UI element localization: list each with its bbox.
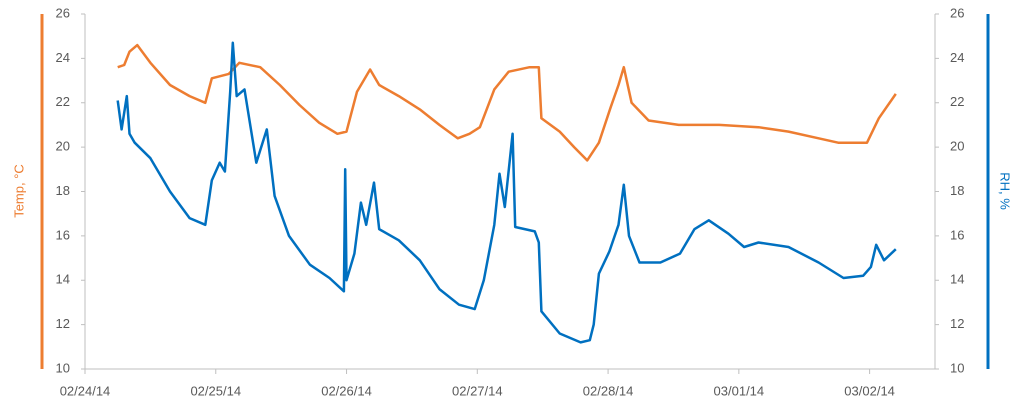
x-tick-label: 02/26/14 (321, 383, 372, 398)
x-tick-label: 02/27/14 (452, 383, 503, 398)
y-tick-label: 18 (56, 183, 70, 198)
y2-tick-label: 20 (950, 139, 964, 154)
y2-tick-label: 24 (950, 50, 964, 65)
x-tick-label: 03/01/14 (714, 383, 765, 398)
y2-tick-label: 14 (950, 272, 964, 287)
y2-tick-label: 26 (950, 5, 964, 20)
y-tick-label: 26 (56, 5, 70, 20)
y-tick-label: 14 (56, 272, 70, 287)
x-tick-label: 02/25/14 (190, 383, 241, 398)
y-tick-label: 24 (56, 50, 70, 65)
x-tick-label: 02/24/14 (60, 383, 111, 398)
y-tick-label: 22 (56, 94, 70, 109)
y2-axis-title: RH, % (998, 172, 1013, 210)
y2-tick-label: 16 (950, 227, 964, 242)
series-line (116, 41, 897, 344)
y-tick-label: 20 (56, 139, 70, 154)
x-tick-label: 03/02/14 (844, 383, 895, 398)
y-tick-label: 16 (56, 227, 70, 242)
y2-tick-label: 10 (950, 360, 964, 375)
y-tick-label: 12 (56, 316, 70, 331)
series-line (117, 43, 897, 162)
y2-tick-label: 18 (950, 183, 964, 198)
y2-tick-label: 22 (950, 94, 964, 109)
y2-tick-label: 12 (950, 316, 964, 331)
y-tick-label: 10 (56, 360, 70, 375)
x-tick-label: 02/28/14 (583, 383, 634, 398)
y-axis-title: Temp, °C (11, 164, 26, 218)
